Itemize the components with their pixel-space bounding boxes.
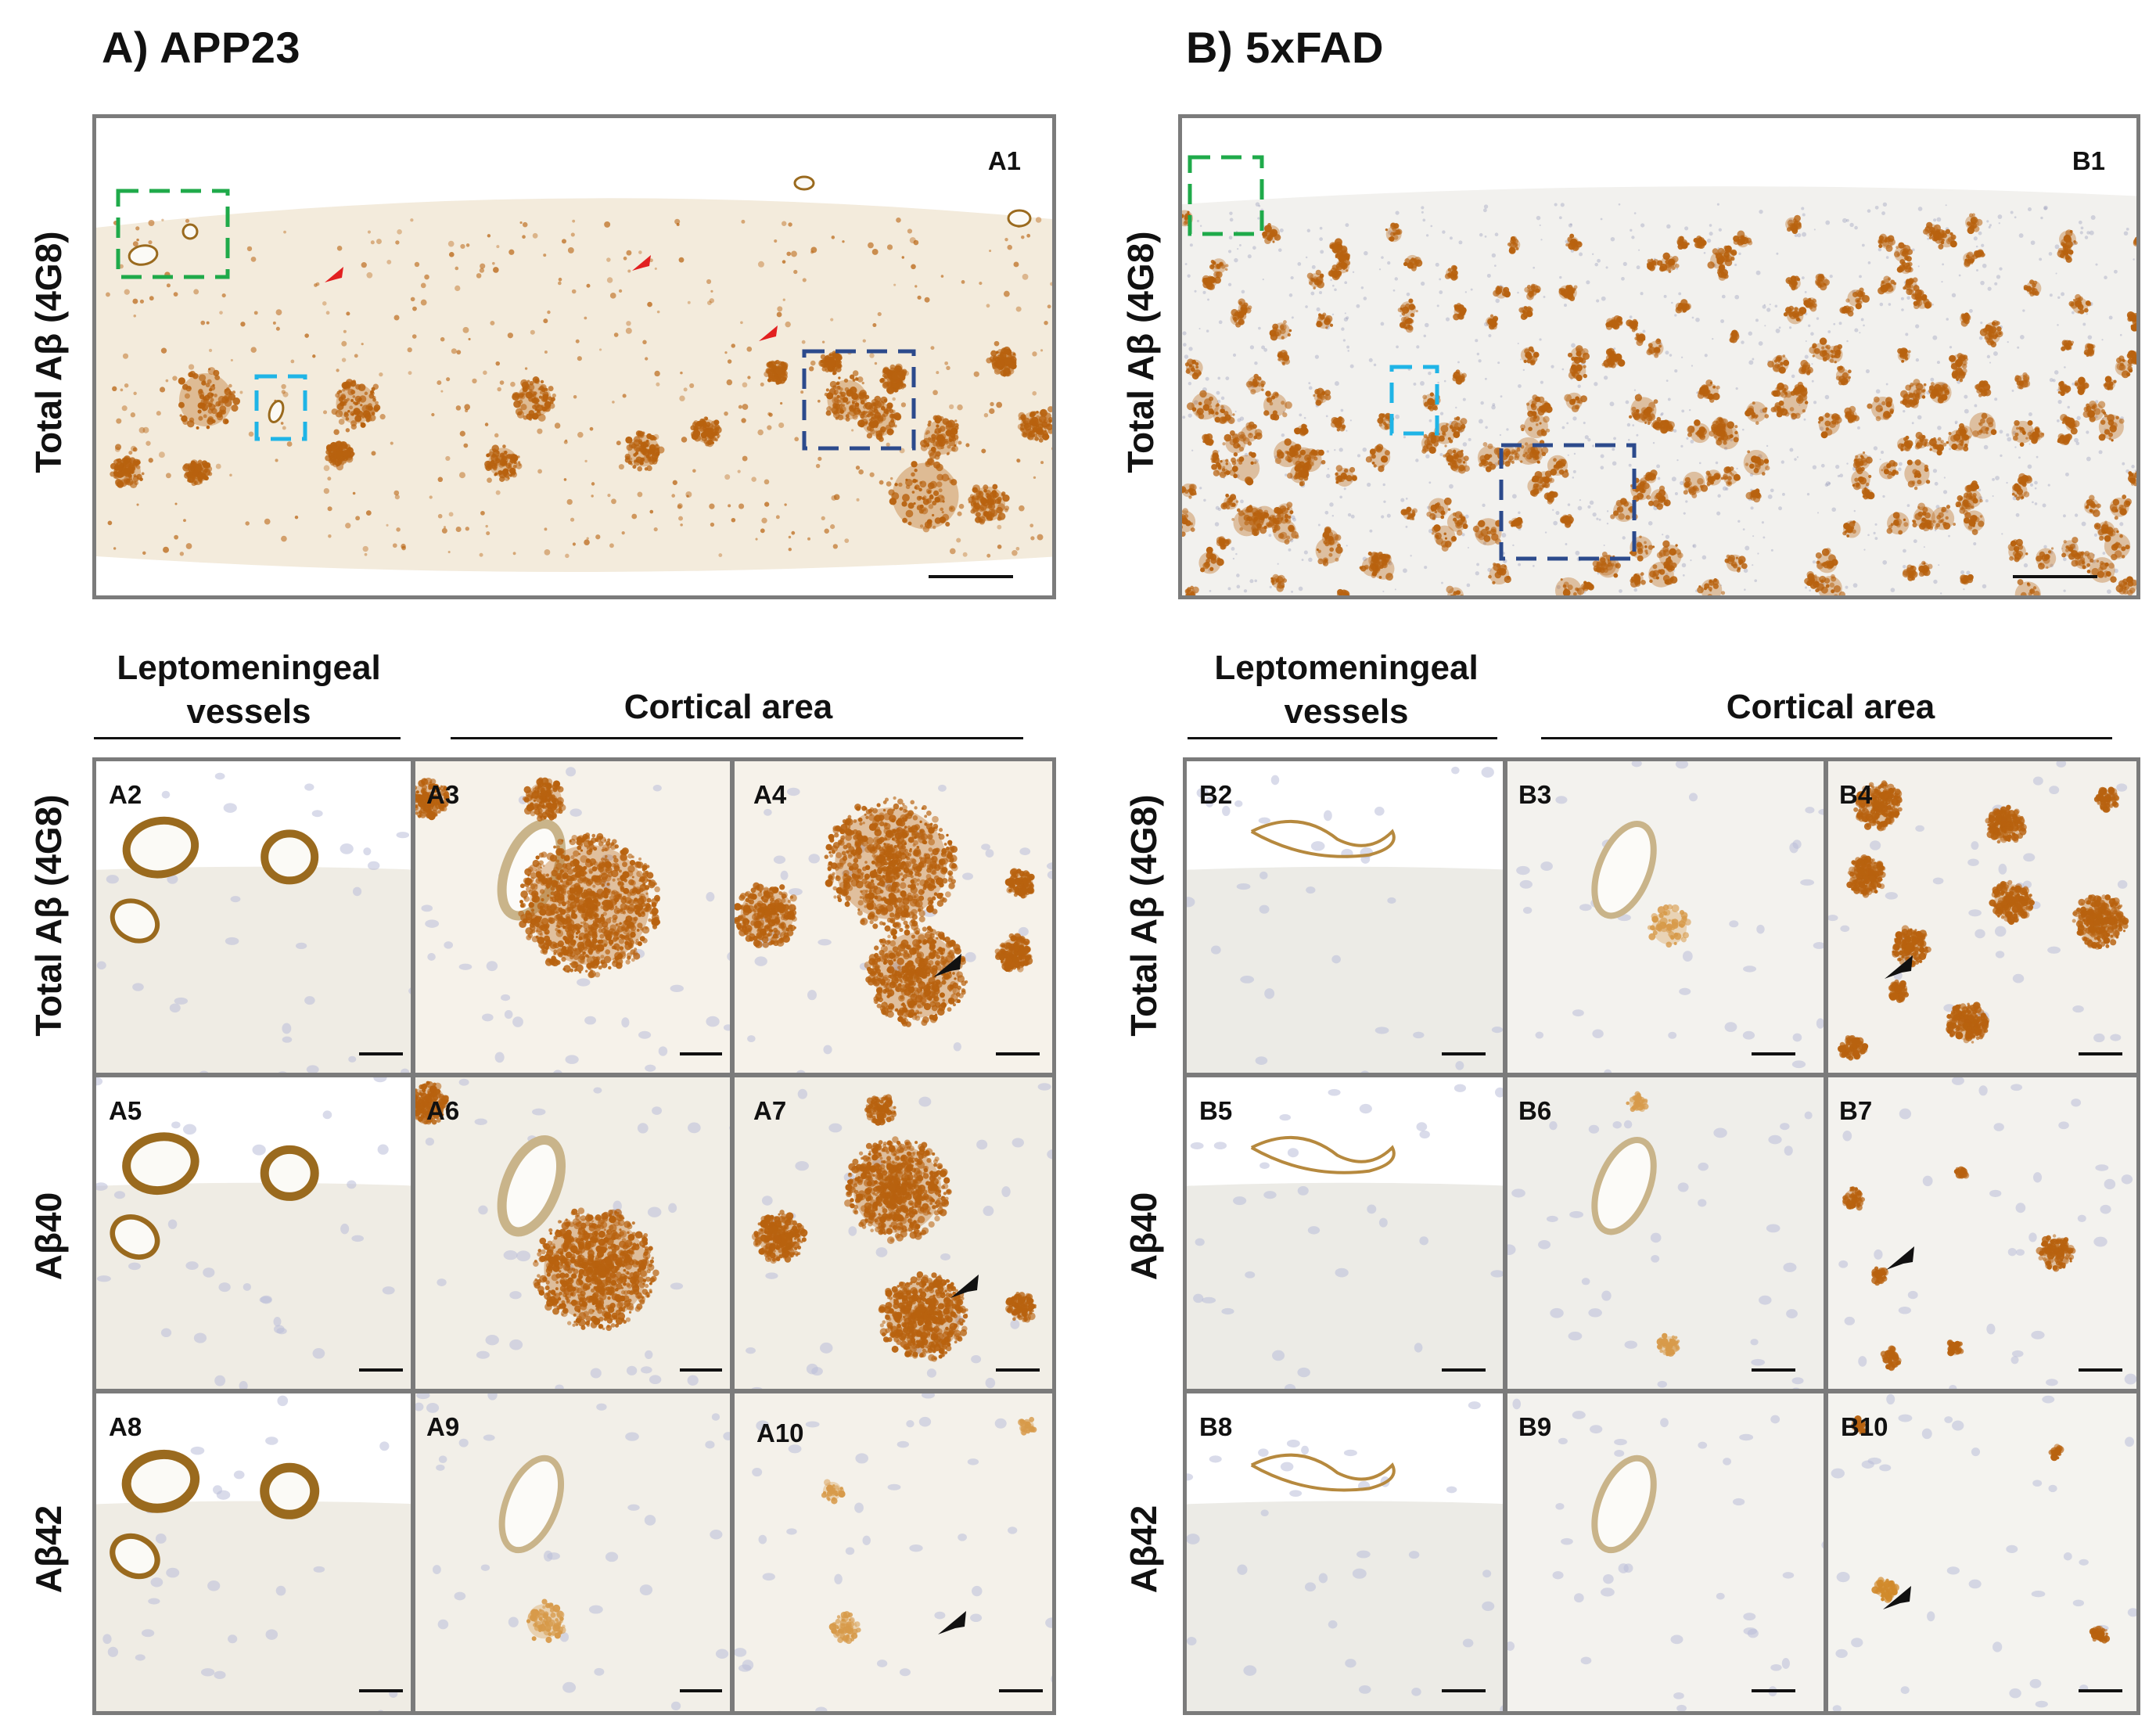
header-rule-cortical-b bbox=[1541, 737, 2112, 739]
panel-label-a2: A2 bbox=[109, 780, 142, 809]
scale-bar-b2 bbox=[1442, 1052, 1486, 1055]
panel-a9: A9 bbox=[411, 1390, 734, 1715]
panel-label-b10: B10 bbox=[1841, 1412, 1888, 1441]
a5-histology bbox=[96, 1077, 411, 1389]
panel-b8: B8 bbox=[1183, 1390, 1507, 1715]
header-vessels-a: Leptomeningeal vessels bbox=[117, 649, 381, 731]
panel-label-a7: A7 bbox=[753, 1096, 787, 1125]
panel-label-a10: A10 bbox=[756, 1419, 804, 1447]
row-label-a-ab40: Aβ40 bbox=[28, 1192, 69, 1281]
scale-bar-b5 bbox=[1442, 1368, 1486, 1372]
panel-label-b2: B2 bbox=[1199, 780, 1233, 809]
panel-label-a3: A3 bbox=[426, 780, 460, 809]
b7-histology bbox=[1828, 1077, 2136, 1389]
panel-label-b9: B9 bbox=[1518, 1412, 1552, 1441]
panel-b10: B10 bbox=[1824, 1390, 2140, 1715]
b6-histology bbox=[1507, 1077, 1824, 1389]
panel-a10: A10 bbox=[731, 1390, 1056, 1715]
a3-histology bbox=[415, 761, 730, 1073]
panel-a5: A5 bbox=[92, 1073, 415, 1393]
header-rule-cortical-a bbox=[451, 737, 1023, 739]
b2-histology bbox=[1187, 761, 1503, 1073]
row-label-b-total: Total Aβ (4G8) bbox=[1123, 794, 1164, 1037]
scale-bar-a5 bbox=[359, 1368, 403, 1372]
panel-a3: A3 bbox=[411, 757, 734, 1077]
panel-label-a9: A9 bbox=[426, 1412, 460, 1441]
panel-a7: A7 bbox=[731, 1073, 1056, 1393]
row-label-b-ab40: Aβ40 bbox=[1123, 1192, 1164, 1281]
panel-title-a: A) APP23 bbox=[102, 23, 301, 72]
panel-label-b1: B1 bbox=[2072, 146, 2105, 175]
panel-a8: A8 bbox=[92, 1390, 415, 1715]
a6-histology bbox=[415, 1077, 730, 1389]
panel-label-b3: B3 bbox=[1518, 780, 1552, 809]
overview-ylabel-b: Total Aβ (4G8) bbox=[1120, 231, 1161, 473]
panel-a4: A4 bbox=[731, 757, 1056, 1077]
panel-b4: B4 bbox=[1824, 757, 2140, 1077]
panel-label-a5: A5 bbox=[109, 1096, 142, 1125]
scale-bar-a2 bbox=[359, 1052, 403, 1055]
a2-histology bbox=[96, 761, 411, 1073]
panel-b1: B1 bbox=[1178, 114, 2140, 599]
scale-bar-a6 bbox=[680, 1368, 722, 1372]
panel-label-b5: B5 bbox=[1199, 1096, 1233, 1125]
header-rule-vessels-b bbox=[1188, 737, 1497, 739]
panel-label-a6: A6 bbox=[426, 1096, 460, 1125]
scale-bar-b8 bbox=[1442, 1689, 1486, 1692]
header-rule-vessels-a bbox=[94, 737, 401, 739]
a10-histology bbox=[735, 1393, 1052, 1711]
scale-bar-b10 bbox=[2079, 1689, 2122, 1692]
a4-histology bbox=[735, 761, 1052, 1073]
panel-a2: A2 bbox=[92, 757, 415, 1077]
panel-label-b6: B6 bbox=[1518, 1096, 1552, 1125]
scale-bar-a4 bbox=[996, 1052, 1040, 1055]
b5-histology bbox=[1187, 1077, 1503, 1389]
row-label-b-ab42: Aβ42 bbox=[1123, 1505, 1164, 1594]
row-label-a-ab42: Aβ42 bbox=[28, 1505, 69, 1594]
panel-label-a1: A1 bbox=[987, 146, 1021, 175]
panel-a1: A1 bbox=[92, 114, 1056, 599]
scale-bar-a10 bbox=[999, 1689, 1043, 1692]
header-cortical-a: Cortical area bbox=[623, 688, 833, 726]
b1-histology bbox=[1182, 118, 2136, 595]
overview-ylabel-a: Total Aβ (4G8) bbox=[28, 231, 69, 473]
panel-b6: B6 bbox=[1504, 1073, 1827, 1393]
b4-histology bbox=[1828, 761, 2136, 1073]
scale-bar-a9 bbox=[680, 1689, 722, 1692]
panel-label-b8: B8 bbox=[1199, 1412, 1233, 1441]
header-vessels-b: Leptomeningeal vessels bbox=[1214, 649, 1479, 731]
panel-label-a4: A4 bbox=[753, 780, 787, 809]
scale-bar-b6 bbox=[1752, 1368, 1795, 1372]
panel-b3: B3 bbox=[1504, 757, 1827, 1077]
a7-histology bbox=[735, 1077, 1052, 1389]
header-cortical-b: Cortical area bbox=[1726, 688, 1935, 726]
b9-histology bbox=[1507, 1393, 1824, 1711]
a8-histology bbox=[96, 1393, 411, 1711]
scale-bar-a7 bbox=[996, 1368, 1040, 1372]
panel-title-b: B) 5xFAD bbox=[1186, 23, 1384, 72]
panel-label-b4: B4 bbox=[1839, 780, 1873, 809]
scale-bar-b1 bbox=[2013, 575, 2097, 578]
scale-bar-b7 bbox=[2079, 1368, 2122, 1372]
panel-label-a8: A8 bbox=[109, 1412, 142, 1441]
scale-bar-a1 bbox=[929, 575, 1013, 578]
b8-histology bbox=[1187, 1393, 1503, 1711]
panel-b2: B2 bbox=[1183, 757, 1507, 1077]
scale-bar-a3 bbox=[680, 1052, 722, 1055]
scale-bar-b3 bbox=[1752, 1052, 1795, 1055]
b3-histology bbox=[1507, 761, 1824, 1073]
panel-label-b7: B7 bbox=[1839, 1096, 1873, 1125]
scale-bar-b4 bbox=[2079, 1052, 2122, 1055]
a9-histology bbox=[415, 1393, 730, 1711]
panel-b9: B9 bbox=[1504, 1390, 1827, 1715]
b10-histology bbox=[1828, 1393, 2136, 1711]
panel-b7: B7 bbox=[1824, 1073, 2140, 1393]
scale-bar-a8 bbox=[359, 1689, 403, 1692]
panel-a6: A6 bbox=[411, 1073, 734, 1393]
panel-b5: B5 bbox=[1183, 1073, 1507, 1393]
scale-bar-b9 bbox=[1752, 1689, 1795, 1692]
row-label-a-total: Total Aβ (4G8) bbox=[28, 794, 69, 1037]
a1-histology bbox=[96, 118, 1052, 595]
